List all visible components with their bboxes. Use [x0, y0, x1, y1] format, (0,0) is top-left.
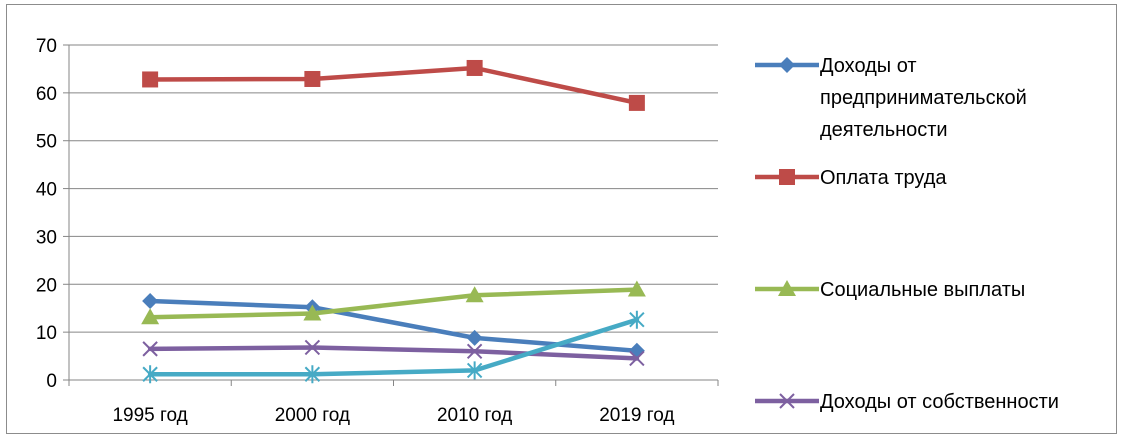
data-point: [629, 350, 645, 367]
y-tick-label: 50: [36, 132, 57, 153]
y-tick-label: 30: [36, 227, 57, 248]
x-tick-label: 2019 год: [599, 405, 674, 426]
legend-entry: Социальные выплаты: [755, 279, 1025, 301]
series-4: [142, 339, 645, 367]
legend-entry: Доходы от предпринимательской деятельности: [755, 55, 1027, 141]
chart-frame: 0 10 20 30 40 50 60 70 1995 год 2000 год 2010 год…: [6, 4, 1117, 434]
legend-marker: [779, 57, 795, 73]
data-point: [142, 293, 159, 310]
data-point: [466, 343, 483, 359]
data-point: [466, 59, 483, 76]
x-tick-label: 1995 год: [112, 405, 187, 426]
data-point: [629, 310, 645, 329]
data-point: [142, 365, 158, 384]
legend-label: деятельности: [820, 119, 948, 141]
plot-series: [141, 59, 646, 384]
legend-label: Доходы от: [820, 55, 917, 77]
data-point: [627, 280, 646, 297]
series-line: [147, 65, 640, 106]
data-point: [466, 329, 483, 346]
data-point: [142, 71, 159, 88]
series-3: [141, 280, 646, 325]
gridlines: [69, 44, 718, 333]
data-point: [304, 339, 321, 356]
series-line: [147, 287, 640, 320]
data-point: [466, 361, 483, 380]
legend-label: Социальные выплаты: [820, 279, 1025, 301]
y-tick-label: 60: [36, 84, 57, 105]
y-tick-label: 40: [36, 180, 57, 201]
data-point: [465, 286, 484, 303]
legend-marker: [779, 393, 795, 409]
legend-entry: Оплата труда: [755, 167, 947, 189]
legend-label: предпринимательской: [820, 87, 1027, 109]
y-tick-label: 10: [36, 323, 57, 344]
data-point: [142, 341, 158, 357]
series-line: [147, 345, 640, 361]
legend-label: Доходы от собственности: [820, 391, 1059, 413]
data-point: [141, 308, 160, 325]
x-tick-label: 2010 год: [437, 405, 512, 426]
series-5: [142, 310, 645, 384]
data-point: [628, 94, 645, 111]
series-line: [147, 317, 640, 377]
y-tick-label: 20: [36, 275, 57, 296]
y-tick-labels: 0 10 20 30 40 50 60 70: [36, 36, 57, 392]
legend: Доходы от предпринимательской деятельности…: [755, 55, 1059, 413]
series-2: [142, 59, 645, 111]
legend-marker: [778, 280, 796, 296]
y-tick-label: 0: [46, 371, 57, 392]
x-tick-label: 2000 год: [275, 405, 350, 426]
x-tick-labels: 1995 год 2000 год 2010 год 2019 год: [112, 405, 674, 426]
legend-marker: [779, 169, 795, 185]
axes: [63, 44, 719, 386]
line-chart: 0 10 20 30 40 50 60 70 1995 год 2000 год 2010 год…: [36, 36, 1059, 426]
legend-entry: Доходы от собственности: [755, 391, 1059, 413]
data-point: [304, 70, 321, 87]
y-tick-label: 70: [36, 36, 57, 57]
data-point: [303, 304, 322, 321]
legend-label: Оплата труда: [820, 167, 947, 189]
data-point: [304, 365, 321, 384]
